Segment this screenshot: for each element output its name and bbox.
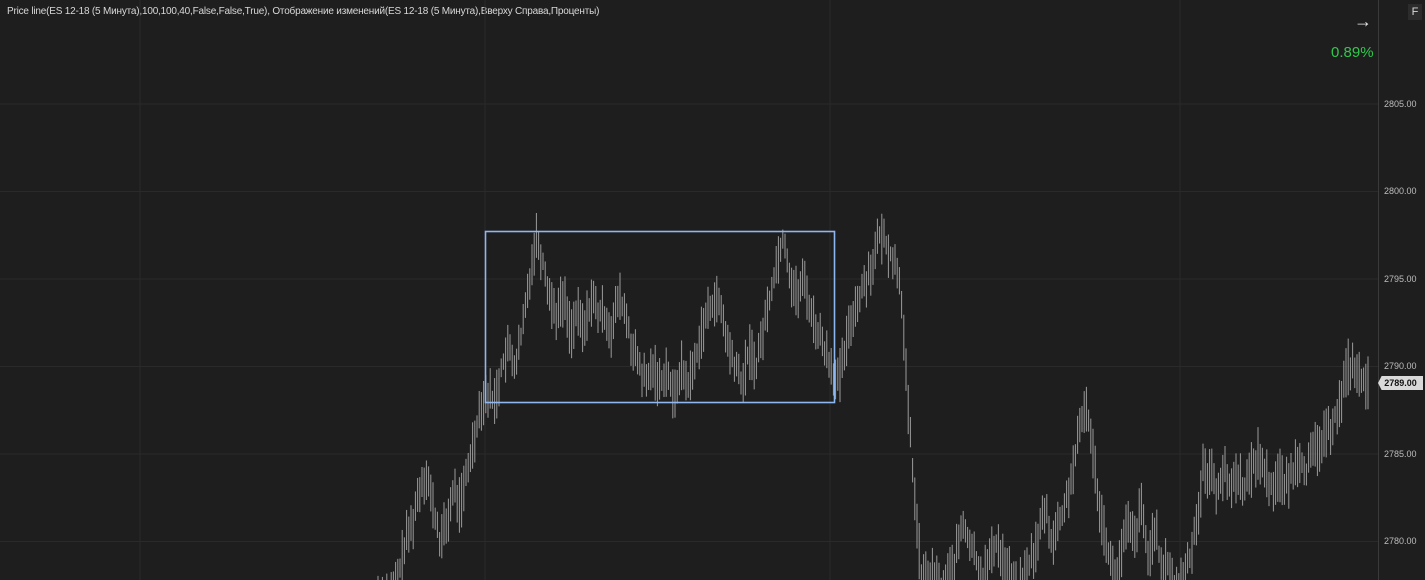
price-chart[interactable] xyxy=(0,0,1378,580)
price-bars xyxy=(377,212,1369,580)
price-tick: 2790.00 xyxy=(1384,361,1417,371)
price-axis[interactable] xyxy=(1378,0,1425,580)
corner-menu-button[interactable]: F xyxy=(1408,4,1422,20)
price-tick: 2800.00 xyxy=(1384,186,1417,196)
arrow-right-icon[interactable]: → xyxy=(1354,11,1372,31)
indicator-header: Price line(ES 12-18 (5 Минута),100,100,4… xyxy=(7,6,600,17)
change-percent-label: 0.89% xyxy=(1331,44,1374,61)
price-tick: 2780.00 xyxy=(1384,536,1417,546)
price-tick: 2805.00 xyxy=(1384,99,1417,109)
consolidation-rectangle[interactable] xyxy=(484,230,836,404)
price-tick: 2795.00 xyxy=(1384,274,1417,284)
current-price-marker: 2789.00 xyxy=(1378,376,1423,390)
price-tick: 2785.00 xyxy=(1384,449,1417,459)
chart-grid xyxy=(0,0,1378,580)
